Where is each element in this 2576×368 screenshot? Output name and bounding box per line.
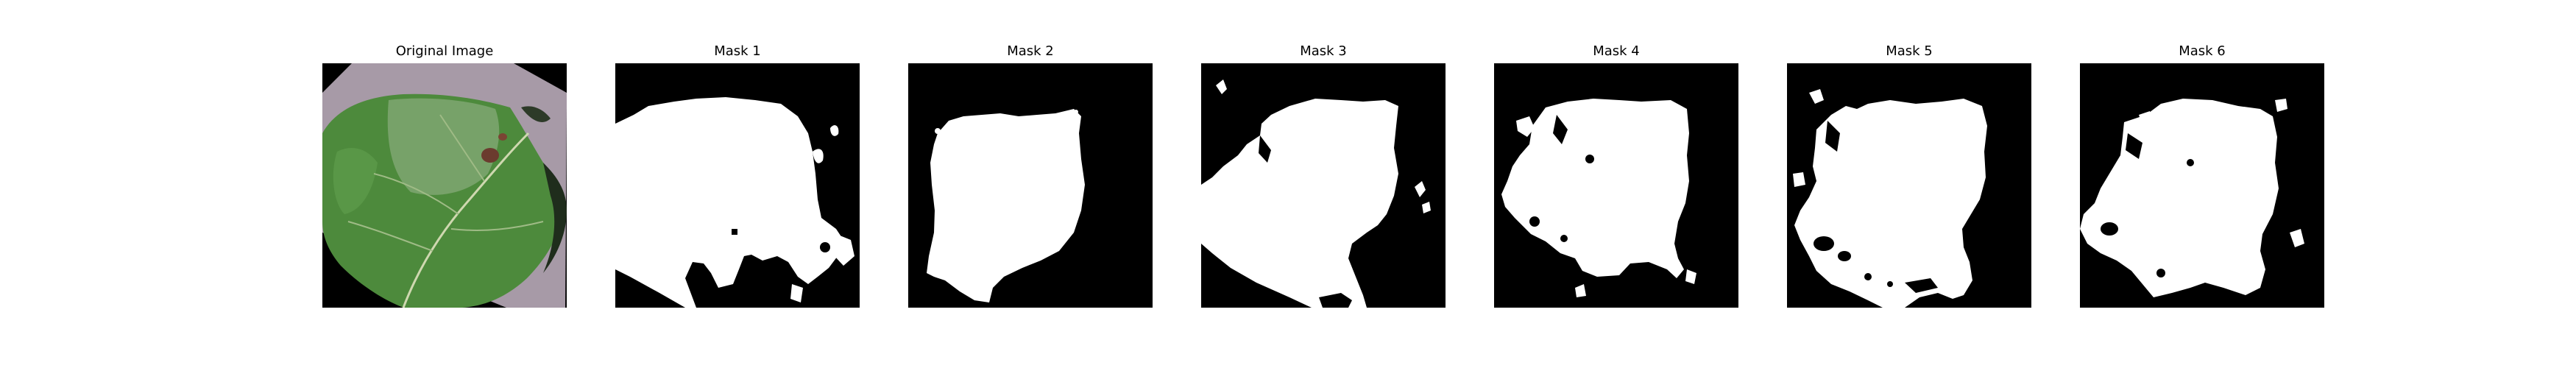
mask-5-image <box>1787 63 2031 308</box>
panel-title: Mask 5 <box>1886 43 1933 59</box>
panel-title: Mask 4 <box>1593 43 1640 59</box>
panel-title: Mask 2 <box>1007 43 1054 59</box>
mask-1-image <box>615 63 860 308</box>
mask-6-image <box>2080 63 2324 308</box>
panel-original-image: Original Image <box>322 43 567 309</box>
panel-mask-4: Mask 4 <box>1494 43 1738 309</box>
panel-title: Original Image <box>395 43 494 59</box>
original-leaf-image <box>322 63 567 308</box>
mask-3-image <box>1201 63 1446 308</box>
mask-4-image <box>1494 63 1738 308</box>
panel-title: Mask 1 <box>714 43 761 59</box>
panel-title: Mask 3 <box>1300 43 1347 59</box>
panel-title: Mask 6 <box>2179 43 2226 59</box>
panel-mask-5: Mask 5 <box>1787 43 2031 309</box>
panel-mask-1: Mask 1 <box>615 43 860 309</box>
mask-2-image <box>908 63 1153 308</box>
panel-mask-3: Mask 3 <box>1201 43 1446 309</box>
panel-mask-6: Mask 6 <box>2080 43 2324 309</box>
panel-mask-2: Mask 2 <box>908 43 1153 309</box>
